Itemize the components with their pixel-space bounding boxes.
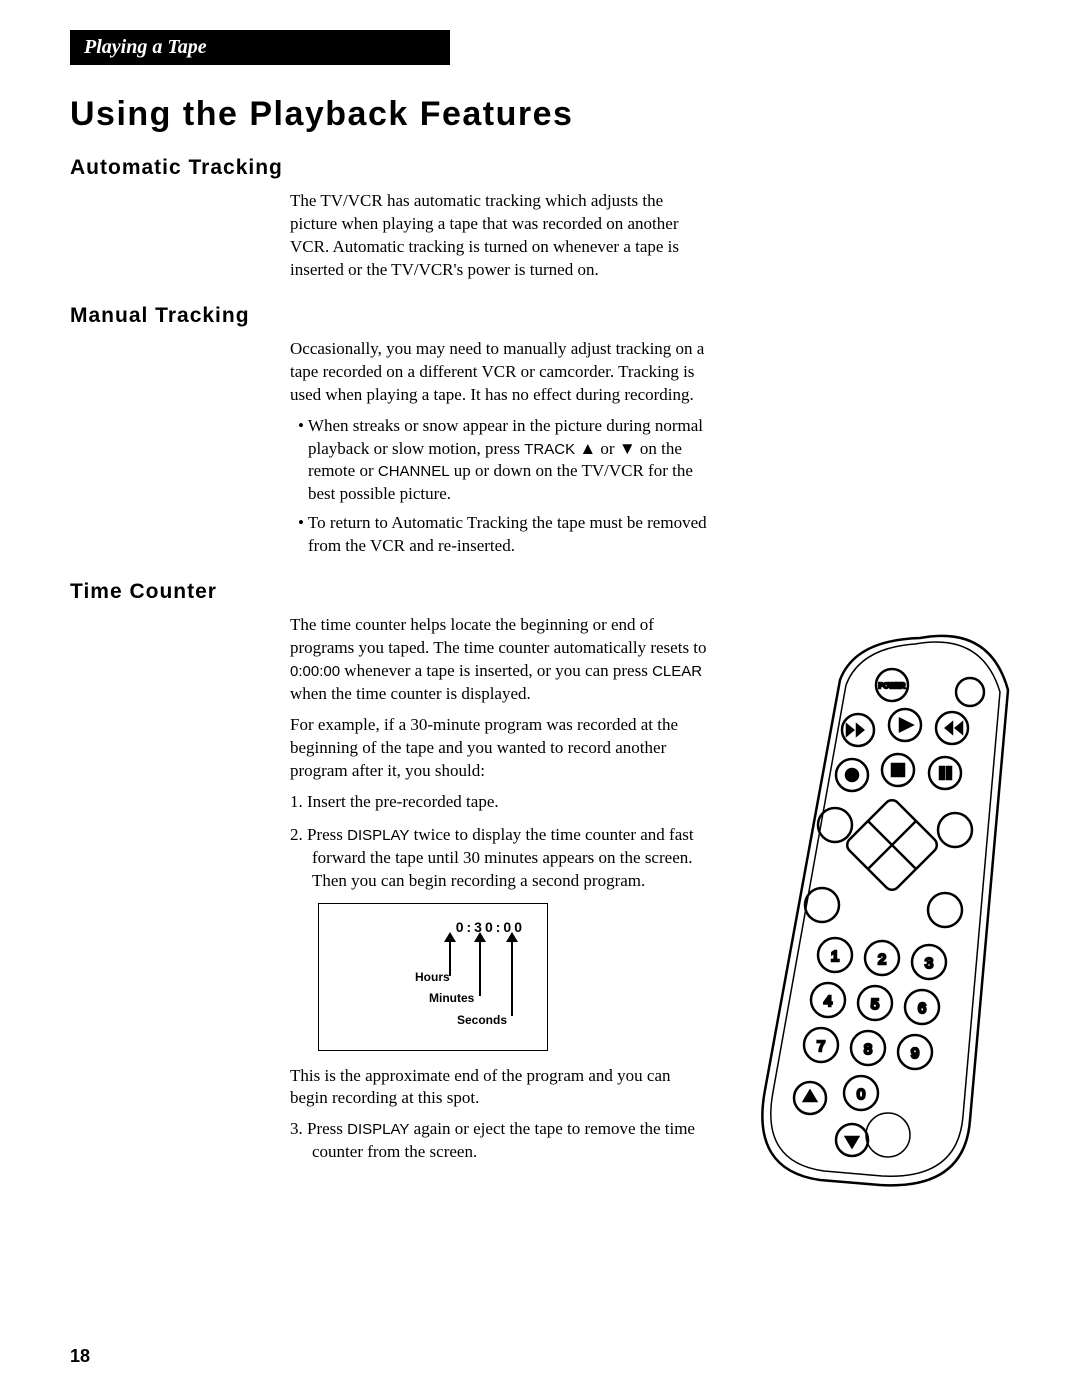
svg-text:5: 5 xyxy=(871,996,879,1013)
counter-steps: 1. Insert the pre-recorded tape. 2. Pres… xyxy=(290,791,710,893)
p1-pre: The time counter helps locate the beginn… xyxy=(290,615,707,657)
time-counter-diagram: 0:30:00 Hours Minutes Seconds xyxy=(318,903,548,1051)
s1-num: 1. xyxy=(290,792,307,811)
chapter-header: Playing a Tape xyxy=(70,30,450,65)
step-2: 2. Press DISPLAY twice to display the ti… xyxy=(290,824,710,893)
s2-num: 2. xyxy=(290,825,307,844)
b1-channel: CHANNEL xyxy=(378,463,450,480)
label-seconds: Seconds xyxy=(457,1012,507,1028)
step-3: 3. Press DISPLAY again or eject the tape… xyxy=(290,1118,710,1164)
s3-num: 3. xyxy=(290,1119,307,1138)
manual-bullet-2: To return to Automatic Tracking the tape… xyxy=(290,512,710,558)
counter-p1: The time counter helps locate the beginn… xyxy=(290,614,710,706)
svg-text:3: 3 xyxy=(925,955,933,972)
auto-tracking-body: The TV/VCR has automatic tracking which … xyxy=(290,190,710,282)
p1-post: when the time counter is displayed. xyxy=(290,684,531,703)
s1-text: Insert the pre-recorded tape. xyxy=(307,792,499,811)
counter-body: The time counter helps locate the beginn… xyxy=(290,614,710,1164)
manual-tracking-body: Occasionally, you may need to manually a… xyxy=(290,338,710,558)
label-minutes: Minutes xyxy=(429,990,474,1006)
svg-text:9: 9 xyxy=(911,1045,919,1062)
p1-mid: whenever a tape is inserted, or you can … xyxy=(340,661,652,680)
p1-clear: CLEAR xyxy=(652,663,702,680)
svg-text:2: 2 xyxy=(878,951,886,968)
s3-pre: Press xyxy=(307,1119,347,1138)
section-heading-auto: Automatic Tracking xyxy=(70,156,1010,180)
section-heading-counter: Time Counter xyxy=(70,580,1010,604)
manual-bullet-1: When streaks or snow appear in the pictu… xyxy=(290,415,710,507)
manual-intro: Occasionally, you may need to manually a… xyxy=(290,338,710,407)
remote-illustration: POWER 1 2 3 4 5 6 7 8 9 0 xyxy=(740,630,1030,1230)
svg-text:6: 6 xyxy=(918,1000,926,1017)
arrow-seconds xyxy=(511,940,513,1016)
s2-display: DISPLAY xyxy=(347,827,409,844)
page-number: 18 xyxy=(70,1346,90,1367)
p1-zero: 0:00:00 xyxy=(290,663,340,680)
chapter-title: Playing a Tape xyxy=(84,36,207,58)
arrow-minutes xyxy=(479,940,481,996)
svg-text:0: 0 xyxy=(857,1086,865,1103)
b1-track: TRACK xyxy=(524,441,575,458)
svg-text:1: 1 xyxy=(831,948,839,965)
manual-bullets: When streaks or snow appear in the pictu… xyxy=(290,415,710,559)
counter-p2: For example, if a 30-minute program was … xyxy=(290,714,710,783)
section-heading-manual: Manual Tracking xyxy=(70,304,1010,328)
svg-text:8: 8 xyxy=(864,1041,872,1058)
s2-pre: Press xyxy=(307,825,347,844)
auto-tracking-text: The TV/VCR has automatic tracking which … xyxy=(290,190,710,282)
svg-text:7: 7 xyxy=(817,1038,825,1055)
page-title: Using the Playback Features xyxy=(70,95,1010,134)
svg-text:4: 4 xyxy=(824,993,832,1010)
svg-text:POWER: POWER xyxy=(879,683,905,690)
s3-display: DISPLAY xyxy=(347,1121,409,1138)
step-1: 1. Insert the pre-recorded tape. xyxy=(290,791,710,814)
counter-p3: This is the approximate end of the progr… xyxy=(290,1065,710,1111)
label-hours: Hours xyxy=(415,969,450,985)
counter-steps-2: 3. Press DISPLAY again or eject the tape… xyxy=(290,1118,710,1164)
